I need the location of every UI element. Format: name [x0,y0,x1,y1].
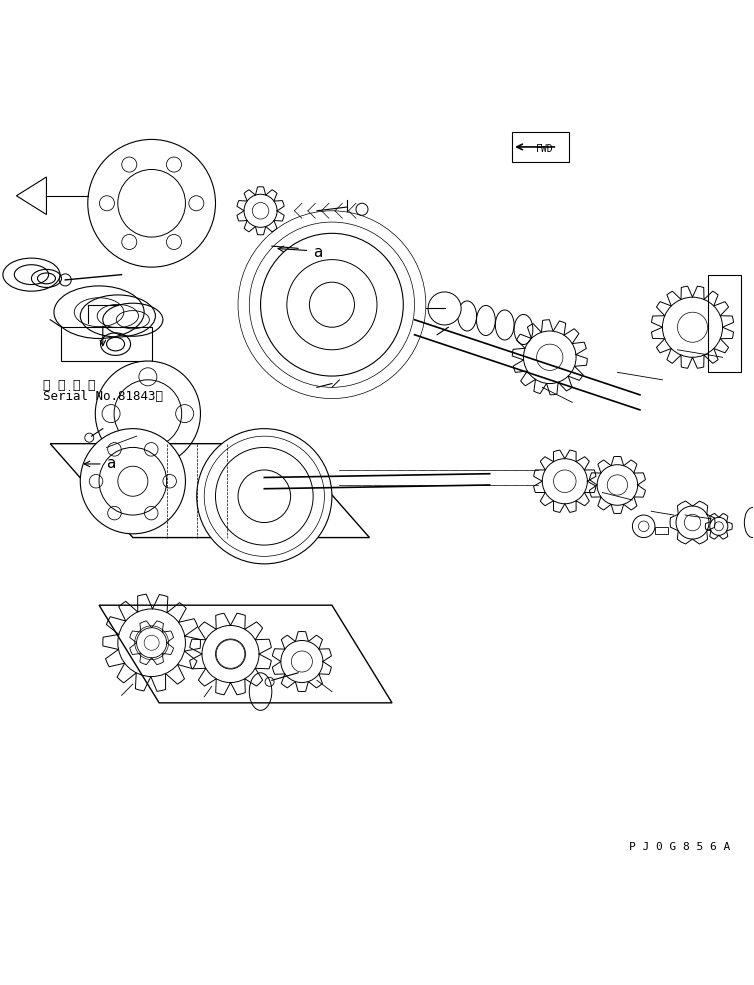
Circle shape [167,157,182,172]
Circle shape [89,475,103,488]
Circle shape [139,441,157,459]
Text: 適 用 号 機: 適 用 号 機 [43,378,95,392]
Circle shape [102,405,120,423]
Circle shape [139,367,157,386]
Bar [512,132,569,162]
Circle shape [145,506,158,520]
Circle shape [87,140,216,267]
Circle shape [145,442,158,456]
Bar [707,275,741,372]
Circle shape [80,428,185,534]
Text: a: a [106,456,116,472]
Circle shape [163,475,176,488]
Circle shape [122,234,136,249]
Text: P J 0 G 8 5 6 A: P J 0 G 8 5 6 A [629,841,730,852]
Circle shape [197,428,332,563]
Text: a: a [313,244,323,260]
Circle shape [100,196,115,211]
Circle shape [167,234,182,249]
Circle shape [188,196,204,211]
Text: Serial No.81843～: Serial No.81843～ [43,390,163,403]
Circle shape [428,292,461,325]
Text: FWD: FWD [536,144,553,155]
Circle shape [95,361,201,466]
Bar [62,327,152,361]
Circle shape [261,233,403,376]
Circle shape [108,442,121,456]
Circle shape [176,405,194,423]
Circle shape [122,157,136,172]
Circle shape [108,506,121,520]
Bar [655,527,669,534]
